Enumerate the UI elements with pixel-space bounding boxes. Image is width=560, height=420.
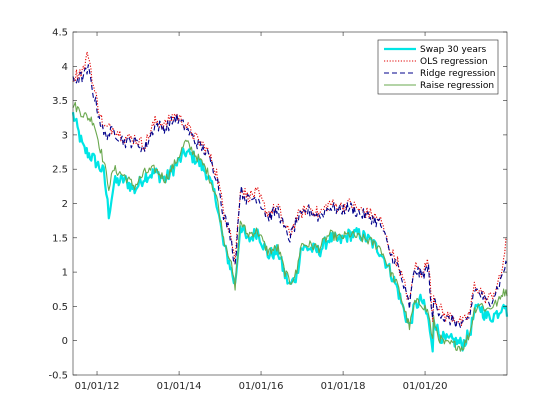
legend-label: Raise regression — [420, 81, 494, 91]
x-tick-label: 01/01/20 — [403, 381, 448, 392]
legend: Swap 30 years OLS regression Ridge regress… — [377, 39, 499, 95]
y-tick-label: 4.5 — [52, 28, 68, 39]
y-tick-label: 3 — [62, 130, 68, 141]
y-tick-label: 0.5 — [52, 302, 68, 313]
axes-layer: -0.5 0 0.5 1 1.5 2 2.5 3 3.5 4 4.5 01/01/12 01/01/14… — [48, 28, 507, 392]
legend-label: Swap 30 years — [420, 45, 487, 55]
series-line-ridge-regression — [72, 64, 508, 329]
x-tick-label: 01/01/16 — [239, 381, 284, 392]
legend-label: OLS regression — [420, 57, 488, 67]
y-tick-label: 2.5 — [52, 165, 68, 176]
y-tick-label: 4 — [62, 62, 68, 73]
y-tick-label: -0.5 — [48, 371, 68, 382]
x-tick-label: 01/01/14 — [157, 381, 202, 392]
legend-label: Ridge regression — [420, 69, 495, 79]
series-line-raise-regression — [72, 101, 508, 352]
y-tick-label: 1.5 — [52, 233, 68, 244]
y-tick-label: 0 — [62, 336, 68, 347]
y-tick-label: 1 — [62, 268, 68, 279]
x-tick-label: 01/01/18 — [321, 381, 366, 392]
x-tick-label: 01/01/12 — [75, 381, 120, 392]
series-layer — [71, 51, 509, 353]
y-tick-label: 2 — [62, 199, 68, 210]
y-tick-label: 3.5 — [52, 96, 68, 107]
